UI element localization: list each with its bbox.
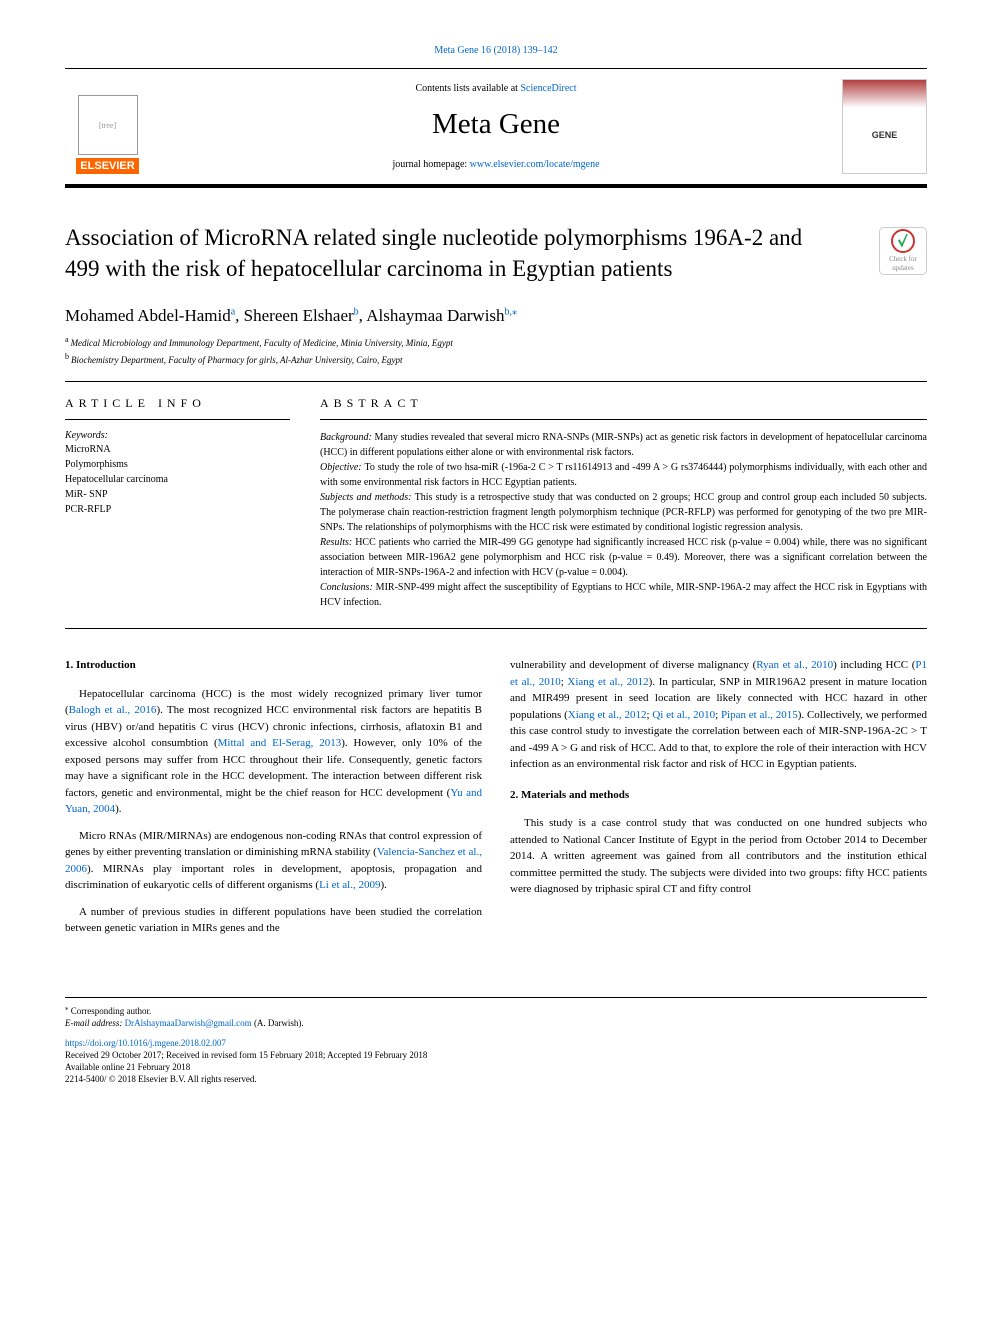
- cite-balogh[interactable]: Balogh et al., 2016: [69, 704, 157, 716]
- logo-gene: GENE: [869, 129, 901, 141]
- abstract-section: Results: HCC patients who carried the MI…: [320, 535, 927, 580]
- intro-para-3: A number of previous studies in differen…: [65, 904, 482, 937]
- homepage-line: journal homepage: www.elsevier.com/locat…: [150, 159, 842, 170]
- copyright-line: 2214-5400/ © 2018 Elsevier B.V. All righ…: [65, 1074, 927, 1084]
- crossmark-icon: [891, 229, 915, 253]
- keyword: MicroRNA: [65, 442, 290, 457]
- title-text: Association of MicroRNA related single n…: [65, 225, 802, 281]
- intro-para-3-cont: vulnerability and development of diverse…: [510, 657, 927, 773]
- abstract-heading: ABSTRACT: [320, 396, 927, 411]
- crossmark-badge[interactable]: Check for updates: [879, 227, 927, 275]
- divider: [320, 419, 927, 420]
- online-line: Available online 21 February 2018: [65, 1062, 927, 1072]
- dates-line: Received 29 October 2017; Received in re…: [65, 1050, 927, 1060]
- intro-para-2: Micro RNAs (MIR/MIRNAs) are endogenous n…: [65, 828, 482, 894]
- section-heading-methods: 2. Materials and methods: [510, 787, 927, 804]
- crossmark-label2: updates: [892, 264, 913, 273]
- elsevier-label: ELSEVIER: [76, 158, 138, 174]
- corr-marker: ⁎: [65, 1004, 69, 1012]
- cite-xiang1[interactable]: Xiang et al., 2012: [567, 676, 648, 688]
- email-suffix: (A. Darwish).: [254, 1018, 304, 1028]
- abstract-text: Background: Many studies revealed that s…: [320, 430, 927, 610]
- keyword: Hepatocellular carcinoma: [65, 472, 290, 487]
- sciencedirect-link[interactable]: ScienceDirect: [520, 83, 576, 94]
- citation-link[interactable]: Meta Gene 16 (2018) 139–142: [434, 45, 557, 56]
- checkmark-icon: [898, 234, 908, 248]
- abstract-section: Objective: To study the role of two hsa-…: [320, 460, 927, 490]
- author: Shereen Elshaer: [244, 306, 354, 325]
- abstract-section: Conclusions: MIR-SNP-499 might affect th…: [320, 580, 927, 610]
- divider: [65, 419, 290, 420]
- email-label: E-mail address:: [65, 1018, 122, 1028]
- footer: ⁎ Corresponding author. E-mail address: …: [65, 997, 927, 1084]
- body-columns: 1. Introduction Hepatocellular carcinoma…: [65, 657, 927, 937]
- divider: [65, 628, 927, 629]
- doi-line: https://doi.org/10.1016/j.mgene.2018.02.…: [65, 1038, 927, 1048]
- homepage-link[interactable]: www.elsevier.com/locate/mgene: [470, 159, 600, 170]
- affiliation: b Biochemistry Department, Faculty of Ph…: [65, 351, 927, 368]
- doi-link[interactable]: https://doi.org/10.1016/j.mgene.2018.02.…: [65, 1038, 226, 1048]
- journal-header-center: Contents lists available at ScienceDirec…: [150, 83, 842, 170]
- keywords-list: MicroRNAPolymorphismsHepatocellular carc…: [65, 442, 290, 517]
- journal-name: Meta Gene: [150, 108, 842, 141]
- abstract-section: Subjects and methods: This study is a re…: [320, 490, 927, 535]
- journal-header: [tree] ELSEVIER Contents lists available…: [65, 68, 927, 188]
- cite-xiang2[interactable]: Xiang et al., 2012: [568, 709, 647, 721]
- corr-label: Corresponding author.: [71, 1006, 152, 1016]
- keyword: Polymorphisms: [65, 457, 290, 472]
- elsevier-tree-icon: [tree]: [78, 95, 138, 155]
- section-heading-intro: 1. Introduction: [65, 657, 482, 674]
- email-link[interactable]: DrAlshaymaaDarwish@gmail.com: [125, 1018, 252, 1028]
- crossmark-label1: Check for: [889, 255, 917, 264]
- methods-para-1: This study is a case control study that …: [510, 815, 927, 898]
- intro-para-1: Hepatocellular carcinoma (HCC) is the mo…: [65, 686, 482, 818]
- affiliation: a Medical Microbiology and Immunology De…: [65, 334, 927, 351]
- cite-mittal[interactable]: Mittal and El-Serag, 2013: [218, 737, 342, 749]
- article-info-heading: ARTICLE INFO: [65, 396, 290, 411]
- cite-pipan[interactable]: Pipan et al., 2015: [721, 709, 798, 721]
- info-abstract-row: ARTICLE INFO Keywords: MicroRNAPolymorph…: [65, 396, 927, 610]
- divider: [65, 381, 927, 382]
- keyword: MiR- SNP: [65, 487, 290, 502]
- abstract-column: ABSTRACT Background: Many studies reveal…: [320, 396, 927, 610]
- abstract-section: Background: Many studies revealed that s…: [320, 430, 927, 460]
- email-line: E-mail address: DrAlshaymaaDarwish@gmail…: [65, 1018, 927, 1028]
- cite-ryan[interactable]: Ryan et al., 2010: [756, 659, 833, 671]
- corresponding-author: ⁎ Corresponding author.: [65, 1004, 927, 1016]
- homepage-prefix: journal homepage:: [392, 159, 469, 170]
- article-title: Association of MicroRNA related single n…: [65, 222, 927, 284]
- header-citation: Meta Gene 16 (2018) 139–142: [65, 45, 927, 56]
- body-column-left: 1. Introduction Hepatocellular carcinoma…: [65, 657, 482, 937]
- logo-meta: META: [867, 112, 903, 127]
- affiliations: a Medical Microbiology and Immunology De…: [65, 334, 927, 367]
- author-affil-sup: b,⁎: [505, 306, 518, 317]
- author: Alshaymaa Darwish: [366, 306, 504, 325]
- contents-line: Contents lists available at ScienceDirec…: [150, 83, 842, 94]
- keyword: PCR-RFLP: [65, 502, 290, 517]
- cite-li[interactable]: Li et al., 2009: [319, 879, 380, 891]
- authors-line: Mohamed Abdel-Hamida, Shereen Elshaerb, …: [65, 306, 927, 326]
- author-affil-sup: a: [231, 306, 235, 317]
- keywords-label: Keywords:: [65, 430, 290, 441]
- journal-cover-icon: META GENE: [842, 79, 927, 174]
- cite-qi[interactable]: Qi et al., 2010: [652, 709, 715, 721]
- author: Mohamed Abdel-Hamid: [65, 306, 231, 325]
- article-info-column: ARTICLE INFO Keywords: MicroRNAPolymorph…: [65, 396, 290, 610]
- body-column-right: vulnerability and development of diverse…: [510, 657, 927, 937]
- elsevier-logo: [tree] ELSEVIER: [65, 79, 150, 174]
- author-affil-sup: b: [354, 306, 359, 317]
- contents-prefix: Contents lists available at: [415, 83, 520, 94]
